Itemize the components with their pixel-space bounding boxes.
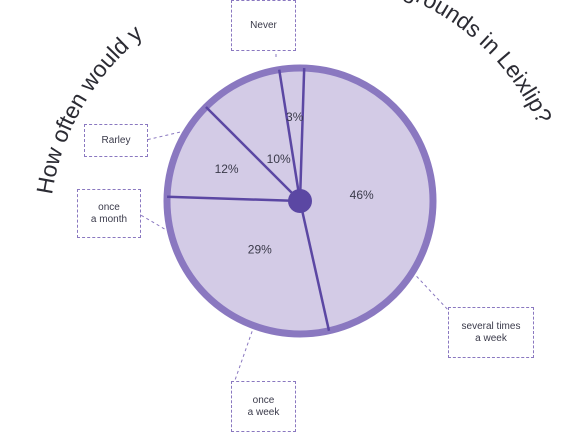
- callout-once-a-month: once a month: [77, 189, 141, 238]
- pie-slice-once-a-week: [167, 196, 329, 334]
- pie-slice-once-a-month: [167, 106, 300, 201]
- percent-labels: 46% 29% 12% 10% 3%: [215, 110, 374, 256]
- callout-several-times-a-week: several times a week: [448, 307, 534, 358]
- slice-divider-once-a-month: [167, 195, 301, 203]
- chart-title-right: ygrounds in Leixlip?: [390, 0, 557, 127]
- callout-never: Never: [231, 0, 296, 51]
- callout-rarley: Rarley: [84, 124, 148, 157]
- pie-slice-rarley: [205, 69, 300, 201]
- pie-center-hub: [288, 189, 312, 213]
- pct-label-rarley: 10%: [267, 152, 291, 166]
- slice-dividers: [167, 68, 331, 332]
- chart-title-left: How often would y: [31, 19, 147, 196]
- slice-divider-once-a-week: [298, 200, 331, 332]
- slice-divider-rarley: [205, 106, 301, 202]
- pie-outer-ring: [163, 64, 437, 338]
- pie-slice-several-times-a-week: [300, 68, 433, 331]
- pie-slices: [167, 68, 433, 334]
- leader-line-once-a-week: [233, 285, 269, 384]
- slice-divider-several-times-a-week: [298, 68, 306, 202]
- slice-divider-never: [277, 69, 302, 202]
- pct-label-once-a-week: 29%: [248, 243, 272, 257]
- callout-once-a-week: once a week: [231, 381, 296, 432]
- pct-label-never: 3%: [286, 110, 304, 124]
- pct-label-once-a-month: 12%: [215, 162, 239, 176]
- pct-label-several-times-a-week: 46%: [350, 188, 374, 202]
